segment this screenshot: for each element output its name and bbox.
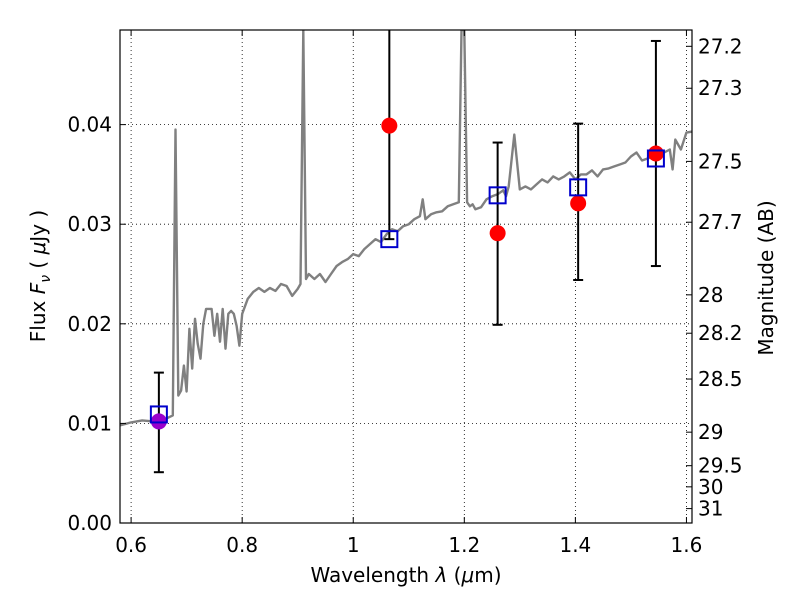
mag-tick-label: 30 <box>698 475 723 499</box>
model-point <box>380 230 399 249</box>
mag-tick-label: 29.5 <box>698 454 743 478</box>
mag-tick-label: 27.5 <box>698 149 743 173</box>
plot-frame <box>119 29 693 524</box>
x-tick-label: 1 <box>347 533 360 557</box>
observed-point <box>647 145 664 162</box>
observed-point <box>570 195 587 212</box>
mag-tick-label: 28 <box>698 283 723 307</box>
grid-layer <box>120 30 692 523</box>
y-axis-label: Flux Fν ( μJy ) <box>26 210 54 342</box>
x-tick-label: 1.2 <box>448 533 480 557</box>
mag-tick-label: 27.7 <box>698 210 743 234</box>
mag-tick-label: 28.2 <box>698 321 743 345</box>
x-axis-label: Wavelength λ (μm) <box>310 563 501 587</box>
model-point <box>569 178 588 197</box>
y2-axis-label: Magnitude (AB) <box>754 200 778 355</box>
model-point <box>149 405 168 424</box>
y-tick-label: 0.03 <box>67 212 112 236</box>
x-tick-label: 1.4 <box>559 533 591 557</box>
x-tick-label: 0.8 <box>226 533 258 557</box>
x-tick-label: 0.6 <box>115 533 147 557</box>
model-point <box>488 186 507 205</box>
mag-tick-label: 27.2 <box>698 34 743 58</box>
mag-tick-label: 27.3 <box>698 76 743 100</box>
y-tick-label: 0.01 <box>67 411 112 435</box>
y-tick-label: 0.00 <box>67 511 112 535</box>
mag-tick-label: 31 <box>698 497 723 521</box>
marker-layer <box>149 30 665 474</box>
mag-tick-label: 28.5 <box>698 367 743 391</box>
mag-tick-label: 29 <box>698 420 723 444</box>
y-tick-label: 0.04 <box>67 113 112 137</box>
observed-point <box>150 413 167 430</box>
observed-point <box>489 225 506 242</box>
y-tick-label: 0.02 <box>67 312 112 336</box>
model-point <box>646 149 665 168</box>
tick-layer: 0.6 0.8 1 1.2 1.4 1.6 0.00 0.01 0.02 0.03 0.04 27.2… <box>67 30 743 557</box>
observed-point <box>381 117 398 134</box>
x-tick-label: 1.6 <box>671 533 703 557</box>
